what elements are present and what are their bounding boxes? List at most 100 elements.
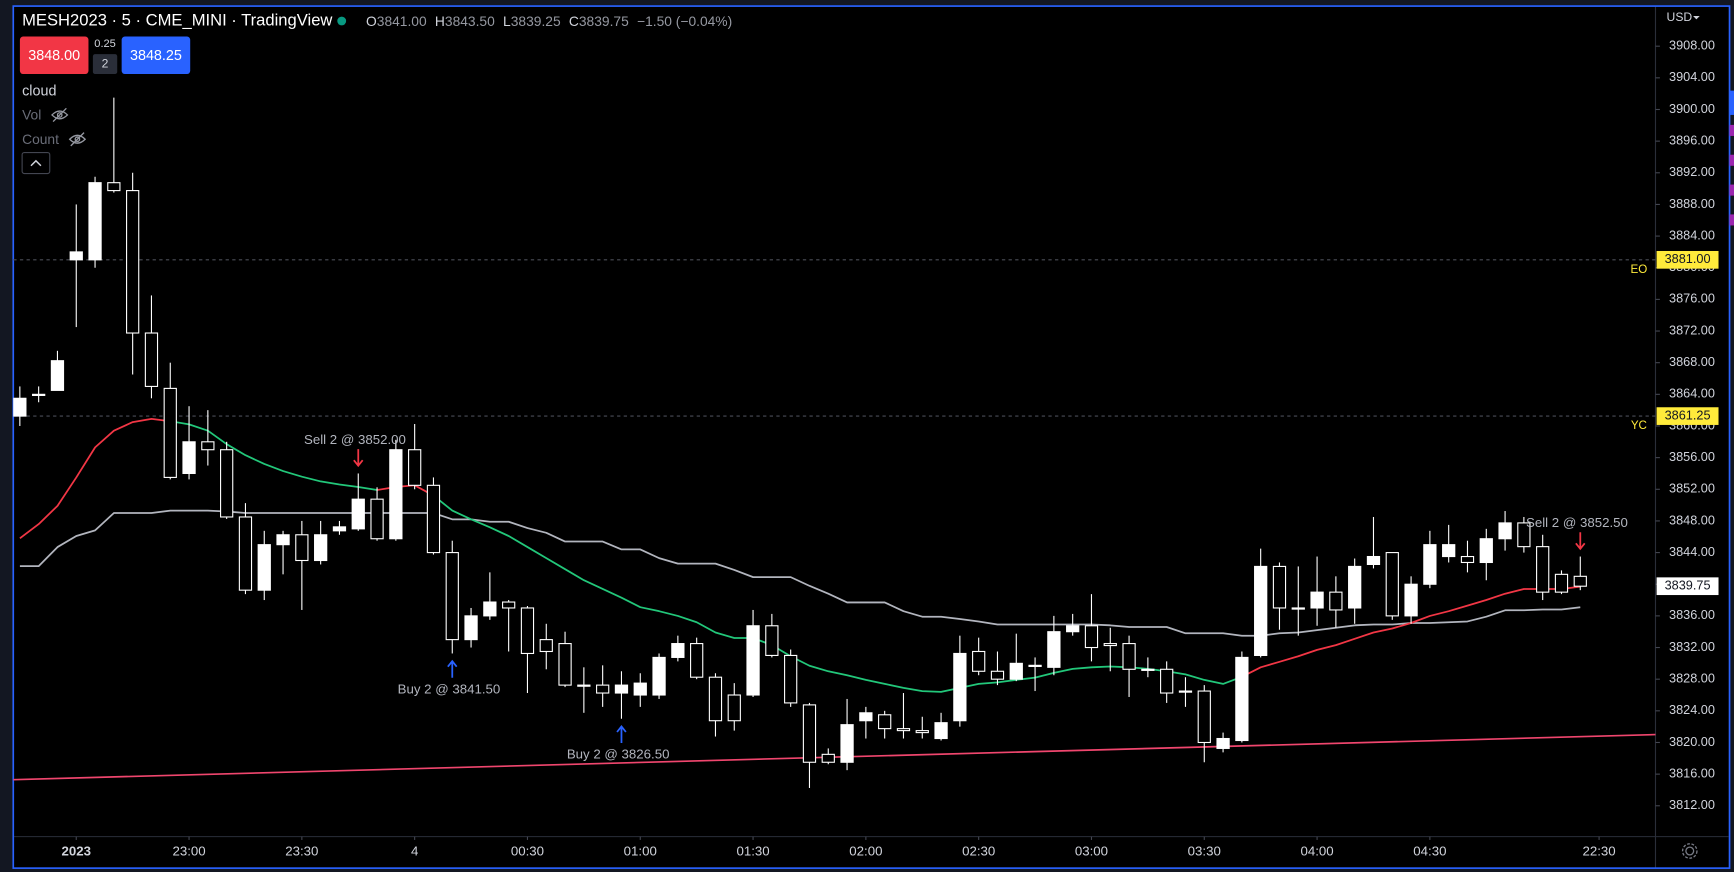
legend-item[interactable]: Count — [22, 131, 59, 147]
candle-body — [1479, 538, 1493, 564]
order-arrow — [353, 449, 364, 468]
legend-item[interactable]: Vol — [22, 107, 41, 123]
candle-body — [69, 251, 83, 261]
candle-body — [652, 656, 666, 696]
ohlc-value: 3839.25 — [511, 13, 561, 29]
plot-layer: 3812.00 3816.00 3820.00 3824.00 3828.00 3832.… — [13, 38, 1719, 859]
candle-body — [690, 643, 704, 678]
candle-body — [351, 498, 365, 530]
candle-body — [1216, 737, 1230, 749]
order-label: Sell 2 @ 3852.00 — [304, 432, 406, 447]
ohlc-line: O3841.00 H3843.50 L3839.25 C3839.75 −1.5… — [366, 13, 732, 29]
candle-body — [802, 704, 817, 763]
indicator-line — [19, 509, 1581, 637]
y-tick-label: 3828.00 — [1669, 671, 1715, 686]
candle-body — [1254, 565, 1268, 656]
x-tick-label: 01:30 — [736, 844, 769, 859]
candle-body — [32, 393, 46, 396]
candle-body — [126, 190, 140, 334]
last-price-box — [1656, 577, 1719, 596]
candle-body — [220, 449, 234, 518]
sell-button[interactable] — [19, 36, 89, 75]
candle-body — [107, 182, 121, 192]
candle-body — [1554, 573, 1569, 593]
candle-body — [1235, 656, 1249, 742]
y-tick-label: 3896.00 — [1669, 133, 1715, 148]
y-tick-label: 3816.00 — [1669, 765, 1715, 780]
candle-body — [1009, 662, 1023, 680]
candle-body — [1460, 555, 1475, 564]
candle-body — [1329, 591, 1343, 611]
side-markers — [1729, 90, 1734, 226]
candle-body — [915, 730, 929, 734]
y-tick-label: 3824.00 — [1669, 702, 1715, 717]
order-arrow — [616, 725, 627, 744]
indicator-line — [170, 420, 1243, 693]
x-tick-label: 22:30 — [1582, 844, 1615, 859]
hidden-icon[interactable] — [68, 132, 87, 147]
y-tick-label: 3904.00 — [1669, 69, 1715, 84]
candle-body — [50, 360, 65, 391]
ohlc-key: O — [366, 13, 377, 29]
quantity-box[interactable] — [92, 54, 118, 75]
candle-body — [821, 753, 835, 763]
candle-body — [1141, 668, 1155, 671]
symbol-title: MESH2023 · 5 · CME_MINI · TradingView — [22, 10, 333, 29]
candle-body — [934, 722, 948, 740]
candle-body — [257, 544, 271, 591]
y-tick-label: 3852.00 — [1669, 481, 1715, 496]
candle-body — [370, 498, 384, 540]
hidden-icon[interactable] — [51, 107, 69, 123]
candle-body — [671, 643, 685, 658]
order-label: Buy 2 @ 3826.50 — [567, 747, 670, 762]
candle-body — [990, 670, 1005, 680]
y-tick-label: 3908.00 — [1669, 38, 1715, 53]
price-label: 3881.00 — [1665, 251, 1711, 266]
candle-body — [746, 625, 760, 696]
time-axis — [13, 836, 1729, 868]
candle-body — [539, 639, 553, 653]
candle-body — [295, 534, 309, 562]
collapse-button[interactable] — [21, 151, 51, 175]
price-label: 3861.25 — [1665, 407, 1711, 422]
candle-body — [896, 728, 911, 732]
candle-body — [1573, 575, 1587, 587]
settings-icon[interactable] — [1681, 843, 1698, 859]
candle-body — [1197, 690, 1211, 744]
y-tick-label: 3864.00 — [1669, 386, 1715, 401]
chart-frame — [12, 5, 1731, 869]
candle-body — [1498, 522, 1512, 540]
candle-body — [201, 441, 215, 451]
candle-body — [1366, 555, 1381, 566]
price-label-box — [1656, 407, 1719, 425]
candle-body — [1178, 690, 1193, 693]
candle-body — [1084, 625, 1099, 649]
candle-body — [314, 534, 328, 562]
buy-button[interactable] — [121, 36, 191, 75]
candle-body — [1066, 625, 1080, 633]
y-tick-label: 3884.00 — [1669, 227, 1715, 242]
legend-item[interactable]: cloud — [22, 84, 56, 100]
x-tick-label: 00:30 — [511, 844, 544, 859]
candle-body — [445, 552, 459, 641]
candle-body — [953, 652, 967, 722]
plot-area — [13, 6, 1656, 837]
candle-body — [1404, 583, 1418, 617]
candle-body — [13, 397, 27, 417]
candle-body — [464, 615, 478, 641]
x-tick-label: 01:00 — [624, 844, 657, 859]
candle-body — [1348, 565, 1362, 609]
candle-body — [1103, 643, 1117, 647]
currency[interactable]: USD — [1667, 10, 1693, 24]
market-status — [337, 16, 347, 26]
y-tick-label: 3856.00 — [1669, 449, 1715, 464]
candle-body — [577, 684, 591, 687]
candle-body — [276, 534, 290, 546]
x-tick-label: 04:30 — [1413, 844, 1446, 859]
candle-body — [88, 182, 102, 261]
candle-body — [558, 643, 572, 686]
order-label: Sell 2 @ 3852.50 — [1526, 515, 1628, 530]
y-tick-label: 3832.00 — [1669, 639, 1715, 654]
